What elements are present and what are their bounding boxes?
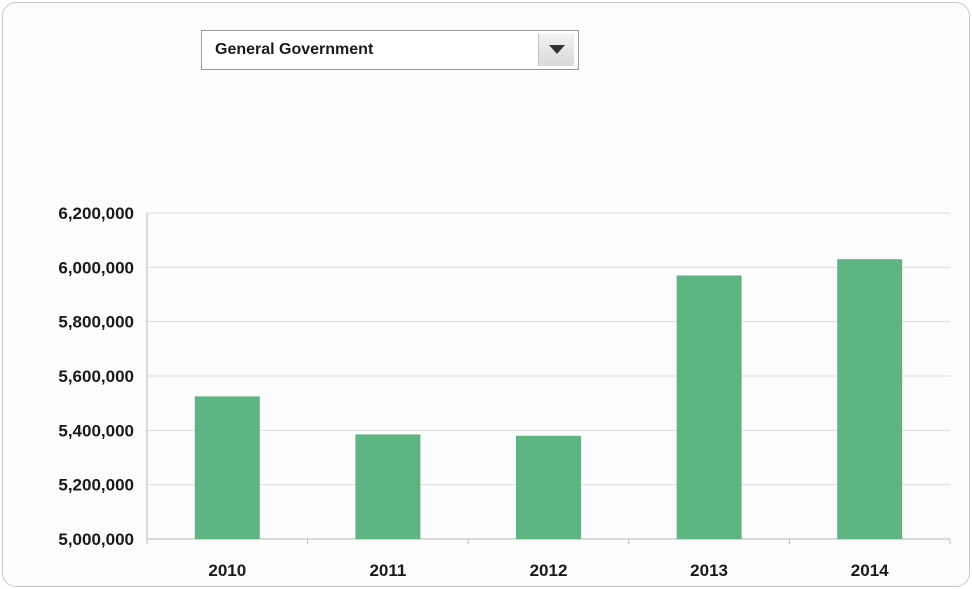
bar-2011 (355, 434, 421, 539)
gridlines (147, 212, 950, 486)
x-tick-label: 2010 (208, 561, 246, 580)
sector-dropdown[interactable]: General Government (201, 30, 579, 70)
x-axis-ticks: 2010 2011 2012 2013 2014 (208, 561, 889, 580)
bar-2010 (194, 396, 260, 539)
y-tick-label: 6,000,000 (58, 258, 134, 277)
y-tick-label: 5,000,000 (58, 530, 134, 549)
bar-2013 (676, 275, 742, 539)
chevron-down-icon (549, 45, 565, 54)
bars (194, 259, 903, 539)
bar-2012 (516, 435, 581, 539)
sector-dropdown-value: General Government (215, 41, 374, 58)
y-axis-ticks: 5,000,000 5,200,000 5,400,000 5,600,000 5,80… (58, 204, 134, 549)
y-tick-label: 5,200,000 (58, 476, 134, 495)
x-tick-label: 2012 (530, 561, 568, 580)
x-tick-label: 2014 (851, 561, 889, 580)
y-tick-label: 6,200,000 (58, 204, 134, 223)
bar-2014 (837, 259, 903, 539)
x-tick-label: 2013 (690, 561, 728, 580)
y-tick-label: 5,800,000 (58, 313, 134, 332)
y-tick-label: 5,600,000 (58, 367, 134, 386)
x-tick-label: 2011 (369, 561, 406, 580)
dropdown-toggle-button[interactable] (538, 34, 574, 66)
y-tick-label: 5,400,000 (58, 421, 134, 440)
